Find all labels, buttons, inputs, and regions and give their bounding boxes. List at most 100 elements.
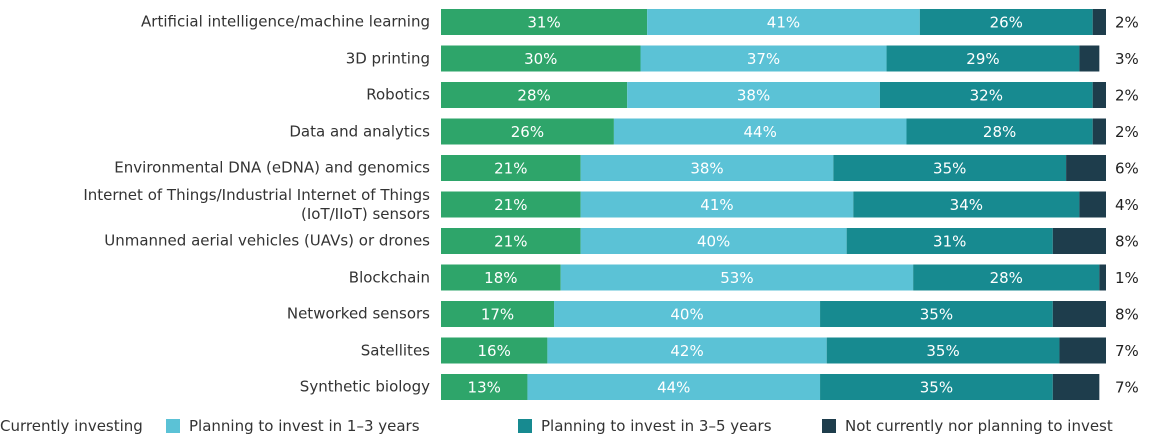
bar-segment [627,82,880,108]
bar-segment [580,155,834,181]
value-label: 35% [926,342,959,360]
legend-label: Planning to invest in 3–5 years [541,417,772,435]
bar-segment [886,45,1080,72]
bar-segment [441,264,561,291]
value-label: 26% [990,14,1023,32]
value-label: 53% [720,269,753,287]
bar-segment [1092,118,1106,145]
bar-segment [580,228,847,254]
category-label: Internet of Things/Industrial Internet o… [83,185,430,223]
bar-segment [826,337,1060,364]
value-label: 34% [950,196,983,214]
value-label: 44% [744,123,777,141]
bar-segment [554,301,821,327]
bar-segment [1052,228,1106,254]
bar-segment [547,337,827,364]
value-label: 41% [700,196,733,214]
value-label: 41% [767,14,800,32]
category-label: Data and analytics [289,122,430,140]
bar-segment [613,118,907,145]
bar-segment [560,264,914,291]
value-label: 2% [1115,123,1139,141]
legend-swatch [518,419,532,433]
value-label: 2% [1115,87,1139,105]
bar-segment [846,228,1053,254]
value-label: 17% [481,306,514,324]
value-label: 18% [484,269,517,287]
category-label: Blockchain [348,268,430,286]
bar-segment [1099,264,1106,291]
value-label: 28% [990,269,1023,287]
bar-segment [1059,337,1106,364]
legend-swatch [166,419,180,433]
legend-item: Not currently nor planning to invest [822,417,1113,435]
bar-segment [919,9,1093,35]
bar-segment [647,9,920,35]
value-label: 38% [690,160,723,178]
value-label: 31% [527,14,560,32]
bar-segment [441,9,648,35]
category-label: Unmanned aerial vehicles (UAVs) or drone… [104,231,430,250]
bar-segment [833,155,1067,181]
value-label: 28% [517,87,550,105]
value-label: 35% [920,379,953,397]
category-label: Artificial intelligence/machine learning [141,12,430,31]
value-label: 6% [1115,160,1139,178]
bar-segment [441,191,581,218]
value-label: 26% [511,123,544,141]
value-label: 32% [970,87,1003,105]
legend-label: Not currently nor planning to invest [845,417,1113,435]
bar-segment [640,45,887,72]
bar-segment [820,374,1053,400]
bar-segment [441,301,555,327]
bar-segment [1092,9,1106,35]
bar-segment [879,82,1093,108]
value-label: 13% [468,379,501,397]
value-label: 4% [1115,196,1139,214]
bar-segment [527,374,821,400]
category-label: Environmental DNA (eDNA) and genomics [114,158,430,177]
value-label: 29% [966,50,999,68]
bar-segment [1052,301,1106,327]
legend-label: Currently investing [0,417,143,435]
bar-segment [1092,82,1106,108]
value-label: 21% [494,233,527,251]
value-label: 40% [697,233,730,251]
value-label: 42% [670,342,703,360]
bar-segment [441,155,581,181]
value-label: 35% [933,160,966,178]
value-label: 8% [1115,233,1139,251]
value-label: 21% [494,160,527,178]
value-label: 1% [1115,269,1139,287]
category-label: Robotics [366,85,430,104]
value-label: 3% [1115,50,1139,68]
value-label: 44% [657,379,690,397]
value-label: 37% [747,50,780,68]
value-label: 31% [933,233,966,251]
value-label: 16% [478,342,511,360]
bar-segment [913,264,1100,291]
value-label: 2% [1115,14,1139,32]
legend-item: Planning to invest in 3–5 years [518,417,772,435]
value-label: 21% [494,196,527,214]
bar-segment [441,337,548,364]
legend-item: Planning to invest in 1–3 years [166,417,420,435]
bar-segment [441,228,581,254]
bar-segment [906,118,1093,145]
legend-label: Planning to invest in 1–3 years [189,417,420,435]
value-label: 38% [737,87,770,105]
bar-segment [1079,45,1100,72]
bar-segment [1052,374,1100,400]
bar-segment [1079,191,1106,218]
bar-segment [441,82,628,108]
bar-segment [441,374,528,400]
legend-item: Currently investing [0,417,143,435]
value-label: 8% [1115,306,1139,324]
value-label: 7% [1115,379,1139,397]
value-label: 35% [920,306,953,324]
value-label: 28% [983,123,1016,141]
bar-segment [1066,155,1106,181]
category-label: Satellites [360,341,430,359]
